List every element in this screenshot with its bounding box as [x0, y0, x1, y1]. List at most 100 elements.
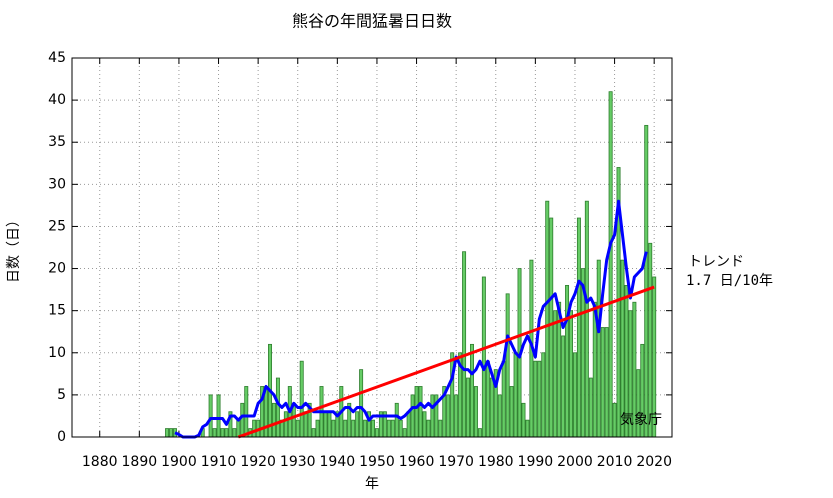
- bar: [390, 419, 395, 438]
- bar: [462, 251, 467, 438]
- y-tick-label: 30: [48, 176, 66, 192]
- bar: [394, 402, 399, 438]
- bar: [295, 419, 300, 438]
- bar: [359, 369, 364, 438]
- bar: [343, 419, 348, 438]
- bar: [513, 352, 518, 438]
- bar: [470, 343, 474, 438]
- bar: [406, 411, 411, 438]
- bar: [414, 386, 419, 438]
- bar: [584, 200, 589, 438]
- bar: [541, 352, 546, 438]
- annotation: トレンド: [688, 254, 744, 270]
- bar: [644, 124, 649, 438]
- bar: [537, 360, 542, 438]
- bar: [224, 428, 229, 438]
- y-tick-label: 15: [48, 303, 66, 319]
- x-tick-label: 1950: [359, 454, 395, 470]
- bar: [418, 386, 423, 438]
- bar: [355, 411, 360, 438]
- bar: [236, 419, 241, 438]
- y-tick-label: 35: [48, 134, 66, 150]
- bar: [612, 402, 617, 438]
- x-axis-label: 年: [365, 476, 379, 492]
- bar: [569, 310, 573, 438]
- bar: [588, 377, 593, 438]
- bar: [410, 394, 415, 438]
- x-tick-label: 1900: [161, 454, 197, 470]
- bar: [561, 335, 566, 438]
- bar: [212, 428, 217, 438]
- chart-title: 熊谷の年間猛暑日日数: [292, 12, 452, 31]
- x-tick-label: 1910: [201, 454, 237, 470]
- bar: [489, 377, 494, 438]
- bar: [600, 327, 605, 438]
- x-tick-label: 1940: [320, 454, 356, 470]
- bar: [576, 217, 581, 438]
- bar: [454, 394, 459, 438]
- x-tick-label: 1970: [438, 454, 474, 470]
- bar: [549, 217, 554, 438]
- bar: [220, 428, 225, 438]
- bar: [327, 411, 332, 438]
- bar: [208, 394, 213, 438]
- x-tick-label: 2000: [557, 454, 593, 470]
- bar: [438, 419, 443, 438]
- bar: [485, 360, 490, 438]
- x-tick-label: 1990: [518, 454, 554, 470]
- bar: [275, 377, 280, 438]
- x-tick-label: 1920: [240, 454, 276, 470]
- moving-average-line: [174, 199, 648, 439]
- bar: [648, 242, 653, 438]
- bar: [283, 411, 288, 438]
- bar: [232, 428, 237, 438]
- bar: [533, 360, 538, 438]
- bar: [271, 402, 276, 438]
- bar: [608, 91, 613, 438]
- y-tick-label: 40: [48, 92, 66, 108]
- x-tick-label: 1880: [82, 454, 118, 470]
- bar: [596, 259, 601, 438]
- bar: [311, 428, 316, 438]
- bar: [216, 394, 221, 438]
- bar: [604, 327, 609, 438]
- annotation: 1.7 日/10年: [686, 273, 773, 289]
- bar: [402, 428, 407, 438]
- bar: [505, 293, 510, 438]
- bar: [303, 411, 308, 438]
- y-tick-label: 20: [48, 261, 66, 277]
- x-tick-label: 1960: [399, 454, 435, 470]
- bar: [240, 402, 245, 438]
- bar: [299, 360, 304, 438]
- bar: [374, 428, 379, 438]
- bar: [371, 419, 375, 438]
- x-tick-label: 2020: [636, 454, 672, 470]
- bar: [481, 276, 486, 438]
- bar: [323, 411, 328, 438]
- bar: [165, 428, 170, 438]
- bar: [426, 419, 431, 438]
- bar: [244, 386, 249, 438]
- y-tick-label: 5: [57, 387, 66, 403]
- y-tick-label: 0: [57, 429, 66, 445]
- bar: [331, 419, 336, 438]
- y-tick-label: 25: [48, 218, 66, 234]
- bar: [521, 402, 526, 438]
- bar: [473, 386, 478, 438]
- bar: [572, 352, 577, 438]
- bar: [477, 428, 482, 438]
- bar: [430, 394, 435, 438]
- x-tick-label: 1930: [280, 454, 316, 470]
- bar: [351, 419, 356, 438]
- bar: [422, 411, 427, 438]
- bar: [620, 259, 625, 438]
- bar: [501, 360, 506, 438]
- bar: [386, 419, 391, 438]
- bar: [169, 428, 173, 438]
- trend-line: [237, 285, 655, 439]
- plot-frame: [71, 57, 673, 438]
- bar: [398, 419, 403, 438]
- bar: [446, 394, 451, 438]
- bar: [553, 310, 558, 438]
